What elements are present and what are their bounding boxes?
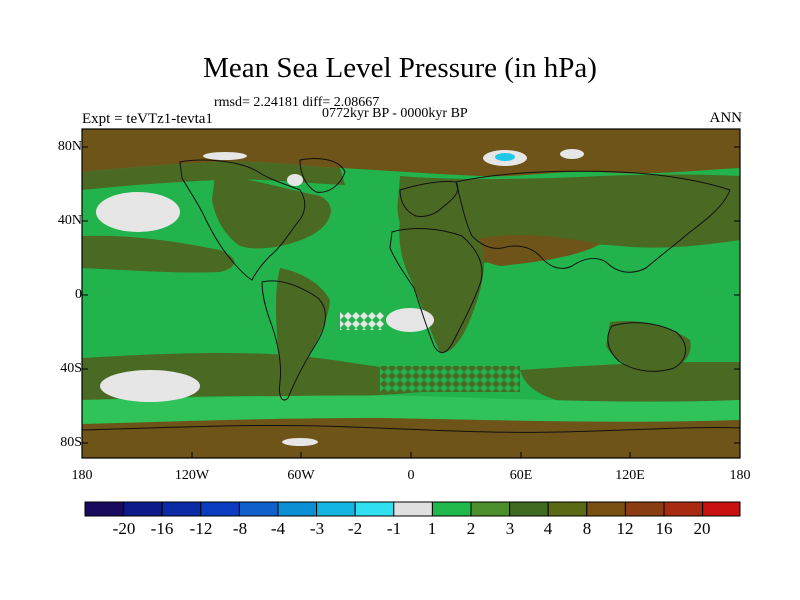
map-field xyxy=(82,129,740,458)
field-hatch-satlantic xyxy=(340,312,384,330)
y-ticks xyxy=(82,146,740,444)
colorbar-label-13: 8 xyxy=(582,519,592,538)
x-label-60w: 60W xyxy=(287,468,315,483)
y-label-0: 0 xyxy=(75,287,82,302)
colorbar-label-16: 20 xyxy=(693,519,711,538)
coast-asia xyxy=(455,170,731,273)
colorbar-label-10: 2 xyxy=(466,519,476,538)
field-africa xyxy=(399,220,485,353)
field-white-antarctic xyxy=(282,438,318,446)
coast-africa xyxy=(389,228,483,353)
field-white-greenland xyxy=(287,174,303,186)
colorbar-box-8 xyxy=(354,501,395,517)
field-trop-pacific xyxy=(82,235,235,273)
field-north-brown xyxy=(82,129,740,177)
field-asia-brown xyxy=(476,235,600,266)
colorbar-box-12 xyxy=(509,501,549,517)
colorbar-box-9 xyxy=(393,501,433,517)
coast-europe xyxy=(399,181,459,217)
field-white-npacific xyxy=(96,192,180,232)
colorbar-label-2: -16 xyxy=(150,519,174,538)
field-samerica xyxy=(276,268,330,375)
colorbar-label-12: 4 xyxy=(543,519,553,538)
x-label-0: 0 xyxy=(407,468,415,483)
y-label-40n: 40N xyxy=(57,213,82,228)
field-north-olive xyxy=(82,161,345,190)
x-ticks xyxy=(81,452,741,458)
y-label-40s: 40S xyxy=(60,361,82,376)
field-south-olive-east xyxy=(520,362,740,404)
coast-south-america xyxy=(261,280,326,401)
field-white-satlantic xyxy=(386,308,434,332)
field-antarctica xyxy=(82,418,740,458)
experiment-label: Expt = teVTz1-tevta1 xyxy=(82,111,213,127)
colorbar-box-6 xyxy=(277,501,318,517)
x-label-60e: 60E xyxy=(509,468,533,483)
colorbar-box-14 xyxy=(586,501,626,517)
colorbar xyxy=(84,501,741,517)
coast-north-america xyxy=(179,159,306,281)
colorbar-box-3 xyxy=(161,501,202,517)
colorbar-box-4 xyxy=(200,501,240,517)
colorbar-label-6: -3 xyxy=(309,519,325,538)
map-title: Mean Sea Level Pressure (in hPa) xyxy=(203,52,597,84)
colorbar-box-1 xyxy=(84,501,125,517)
colorbar-box-16 xyxy=(663,501,704,517)
y-label-80s: 80S xyxy=(60,435,82,450)
coastlines xyxy=(82,158,740,433)
field-white-arctic-a xyxy=(203,152,247,160)
colorbar-box-17 xyxy=(702,501,741,517)
coast-australia xyxy=(607,322,686,372)
season-label: ANN xyxy=(709,110,743,126)
colorbar-box-13 xyxy=(547,501,588,517)
field-cyan-arctic xyxy=(495,153,515,161)
field-namerica xyxy=(212,175,331,249)
field-australia xyxy=(606,320,691,372)
period-line: 0772kyr BP - 0000kyr BP xyxy=(322,106,468,121)
colorbar-label-14: 12 xyxy=(616,519,634,538)
field-white-arctic-c xyxy=(560,149,584,159)
x-label-180w: 180 xyxy=(71,468,93,483)
stats-line: rmsd= 2.24181 diff= 2.08667 xyxy=(214,95,380,110)
colorbar-box-2 xyxy=(123,501,163,517)
coast-greenland xyxy=(299,158,346,193)
colorbar-label-15: 16 xyxy=(655,519,673,538)
field-south-green xyxy=(82,395,740,424)
coast-antarctica xyxy=(82,424,740,433)
colorbar-label-5: -4 xyxy=(270,519,286,538)
y-label-80n: 80N xyxy=(57,139,82,154)
colorbar-label-8: -1 xyxy=(386,519,402,538)
colorbar-label-4: -8 xyxy=(232,519,248,538)
colorbar-box-5 xyxy=(238,501,279,517)
colorbar-box-10 xyxy=(431,501,472,517)
colorbar-label-9: 1 xyxy=(427,519,437,538)
field-hatch-south xyxy=(380,366,520,392)
field-white-spacific xyxy=(100,370,200,402)
x-label-180e: 180 xyxy=(729,468,751,483)
colorbar-label-3: -12 xyxy=(189,519,213,538)
colorbar-label-7: -2 xyxy=(347,519,363,538)
x-label-120w: 120W xyxy=(174,468,210,483)
colorbar-box-11 xyxy=(470,501,511,517)
colorbar-label-1: -20 xyxy=(112,519,136,538)
colorbar-box-7 xyxy=(316,501,356,517)
colorbar-label-11: 3 xyxy=(505,519,515,538)
colorbar-box-15 xyxy=(624,501,665,517)
x-label-120e: 120E xyxy=(615,468,645,483)
